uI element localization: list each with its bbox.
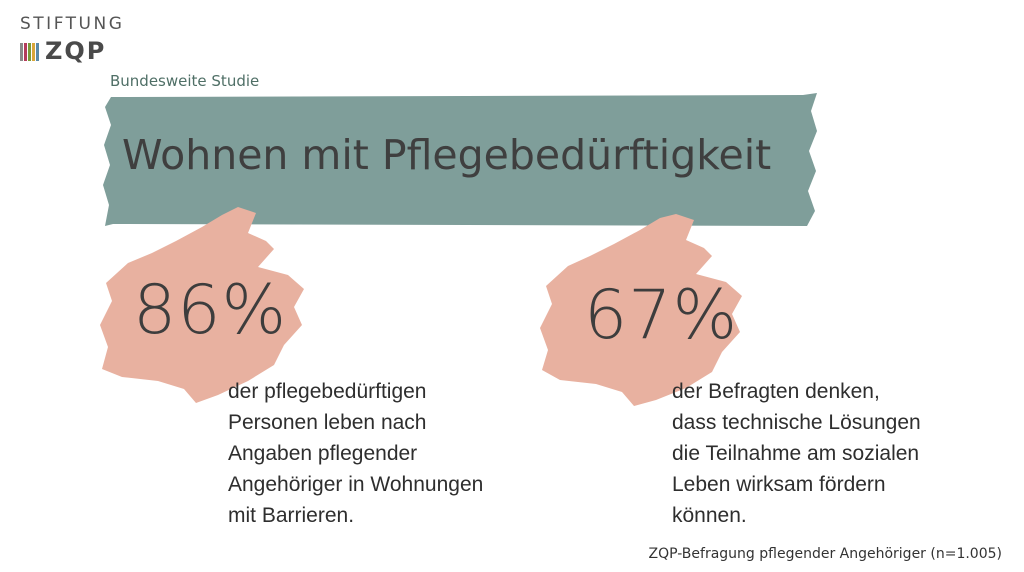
logo-bars-icon [20, 43, 42, 61]
stat-value-barriers: 86% [133, 271, 288, 350]
source-note: ZQP-Befragung pflegender Angehöriger (n=… [648, 546, 1003, 562]
stat-line: der Befragten denken, [672, 380, 880, 403]
study-subtitle: Bundesweite Studie [110, 72, 260, 90]
stat-line: Leben wirksam fördern [672, 473, 886, 496]
stat-line: Personen leben nach [228, 411, 427, 434]
stat-line: Angehöriger in Wohnungen [228, 473, 484, 496]
logo-text-zqp: ZQP [45, 37, 107, 65]
stat-line: die Teilnahme am sozialen [672, 442, 920, 465]
stat-line: der pflegebedürftigen [228, 380, 427, 403]
stat-line: Angaben pflegender [228, 442, 418, 465]
stat-description-technology: der Befragten denken, dass technische Lö… [672, 376, 921, 531]
stat-value-technology: 67% [584, 276, 739, 355]
stat-description-barriers: der pflegebedürftigen Personen leben nac… [228, 376, 483, 531]
logo-text-stiftung: STIFTUNG [20, 14, 125, 34]
title-banner [103, 93, 817, 226]
brush-stroke-right [540, 214, 742, 406]
stat-line: mit Barrieren. [228, 504, 355, 527]
zqp-logo: STIFTUNG ZQP [20, 14, 122, 65]
stat-line: dass technische Lösungen [672, 411, 921, 434]
brush-stroke-left [100, 207, 304, 403]
page-title: Wohnen mit Pflegebedürftigkeit [122, 131, 772, 179]
stat-line: können. [672, 504, 747, 527]
